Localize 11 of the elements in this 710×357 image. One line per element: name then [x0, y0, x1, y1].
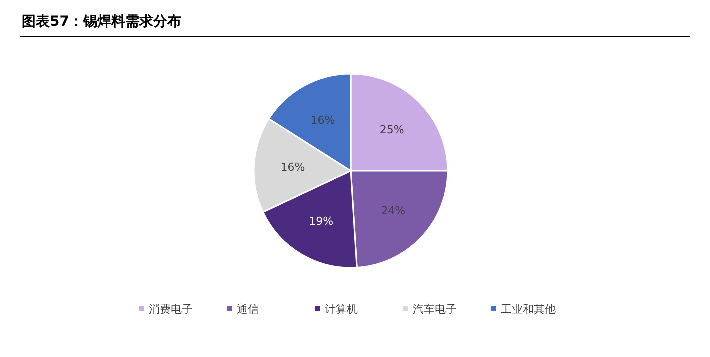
data-label: 16% [280, 161, 306, 174]
data-label: 19% [309, 214, 334, 228]
data-label: 25% [380, 124, 404, 137]
chart-title: 图表57：锡焊料需求分布 [22, 14, 182, 30]
legend-label: 汽车电子 [413, 302, 457, 316]
legend-label: 计算机 [325, 302, 358, 316]
legend-label: 消费电子 [149, 302, 193, 316]
data-label: 16% [310, 114, 336, 127]
legend-label: 工业和其他 [501, 302, 556, 316]
data-label: 24% [381, 204, 406, 218]
legend-label: 通信 [237, 302, 259, 316]
